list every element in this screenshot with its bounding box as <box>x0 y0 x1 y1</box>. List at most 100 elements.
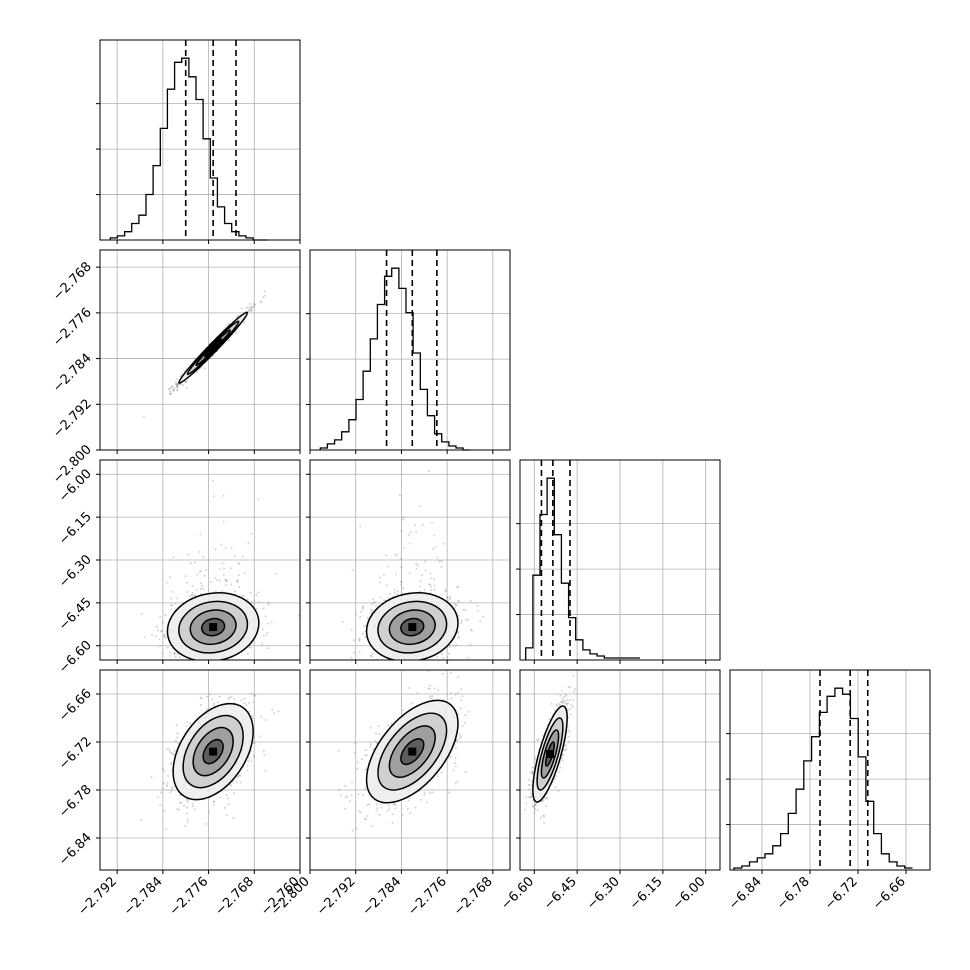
scatter-point <box>388 807 391 810</box>
scatter-point <box>166 748 169 750</box>
scatter-point <box>184 575 187 578</box>
scatter-point <box>426 801 428 804</box>
scatter-point <box>242 594 245 597</box>
scatter-point <box>189 722 192 725</box>
scatter-point <box>374 732 377 735</box>
scatter-point <box>246 769 249 772</box>
scatter-point <box>247 756 250 759</box>
scatter-point <box>423 588 426 591</box>
scatter-point <box>536 809 539 812</box>
scatter-point <box>402 518 405 521</box>
scatter-point <box>434 546 437 549</box>
scatter-point <box>163 770 166 772</box>
scatter-point <box>406 808 409 811</box>
scatter-point <box>409 531 412 534</box>
scatter-point <box>176 385 179 388</box>
scatter-point <box>476 604 479 607</box>
scatter-point <box>460 622 463 625</box>
scatter-point <box>420 799 423 801</box>
scatter-point <box>407 533 410 536</box>
scatter-point <box>348 800 351 803</box>
scatter-point <box>411 666 413 668</box>
scatter-point <box>564 744 566 747</box>
scatter-point <box>449 595 452 598</box>
scatter-point <box>402 587 405 590</box>
scatter-point <box>533 812 536 814</box>
panel-border <box>729 669 931 871</box>
scatter-point <box>440 565 443 568</box>
x-tick-label: −2.784 <box>360 874 405 919</box>
scatter-point <box>257 601 260 604</box>
scatter-point <box>401 709 404 712</box>
scatter-point <box>378 814 381 816</box>
scatter-point <box>186 818 189 821</box>
scatter-point <box>156 629 159 632</box>
scatter-point <box>163 633 166 636</box>
scatter-point <box>160 629 163 632</box>
density-peak <box>408 747 417 756</box>
scatter-point <box>436 557 439 559</box>
scatter-point <box>193 662 195 664</box>
contour-line <box>400 738 425 766</box>
scatter-point <box>362 606 365 609</box>
scatter-point <box>369 654 372 657</box>
scatter-point <box>464 771 467 773</box>
scatter-point <box>355 827 358 830</box>
scatter-point <box>454 782 457 785</box>
scatter-point <box>174 381 177 384</box>
scatter-point <box>170 392 173 395</box>
scatter-point <box>469 643 472 646</box>
scatter-point <box>448 646 451 648</box>
scatter-point <box>239 781 242 784</box>
scatter-point <box>428 695 431 698</box>
scatter-point <box>170 597 173 600</box>
scatter-point <box>427 687 430 690</box>
scatter-point <box>185 798 188 801</box>
scatter-point <box>179 375 182 377</box>
scatter-point <box>234 590 236 593</box>
scatter-point <box>176 384 179 387</box>
scatter-point <box>204 661 206 663</box>
scatter-point <box>251 305 254 308</box>
scatter-point <box>185 381 188 384</box>
scatter-point <box>248 646 251 648</box>
scatter-point <box>221 562 224 565</box>
scatter-point <box>532 806 535 809</box>
scatter-point <box>237 580 239 582</box>
scatter-point <box>457 635 460 638</box>
scatter-point <box>191 584 194 587</box>
panel-content <box>139 692 280 831</box>
scatter-point <box>400 530 403 533</box>
scatter-point <box>446 596 448 599</box>
scatter-point <box>248 308 250 311</box>
scatter-point <box>176 736 179 739</box>
scatter-point <box>167 775 170 777</box>
scatter-point <box>185 812 188 815</box>
x-tick-label: −2.768 <box>451 874 496 919</box>
scatter-point <box>188 595 191 598</box>
density-peak <box>209 623 218 632</box>
scatter-point <box>401 814 404 817</box>
scatter-point <box>404 664 406 666</box>
scatter-point <box>262 749 265 752</box>
scatter-point <box>361 633 364 635</box>
scatter-point <box>185 725 188 727</box>
scatter-point <box>406 664 408 666</box>
x-tick-label: −2.792 <box>75 874 120 919</box>
scatter-point <box>162 635 165 638</box>
scatter-point <box>168 654 171 657</box>
panel-border <box>99 669 301 871</box>
scatter-point <box>560 757 563 760</box>
scatter-point <box>225 794 228 796</box>
scatter-point <box>228 696 231 699</box>
density-peak <box>408 623 417 632</box>
scatter-point <box>214 660 216 662</box>
scatter-point <box>565 703 568 706</box>
scatter-point <box>187 800 190 803</box>
scatter-panel-1-0-bg <box>100 250 300 450</box>
scatter-point <box>186 721 189 724</box>
scatter-point <box>238 574 241 577</box>
scatter-point <box>174 739 177 742</box>
scatter-point <box>247 541 250 544</box>
scatter-point <box>396 593 399 596</box>
